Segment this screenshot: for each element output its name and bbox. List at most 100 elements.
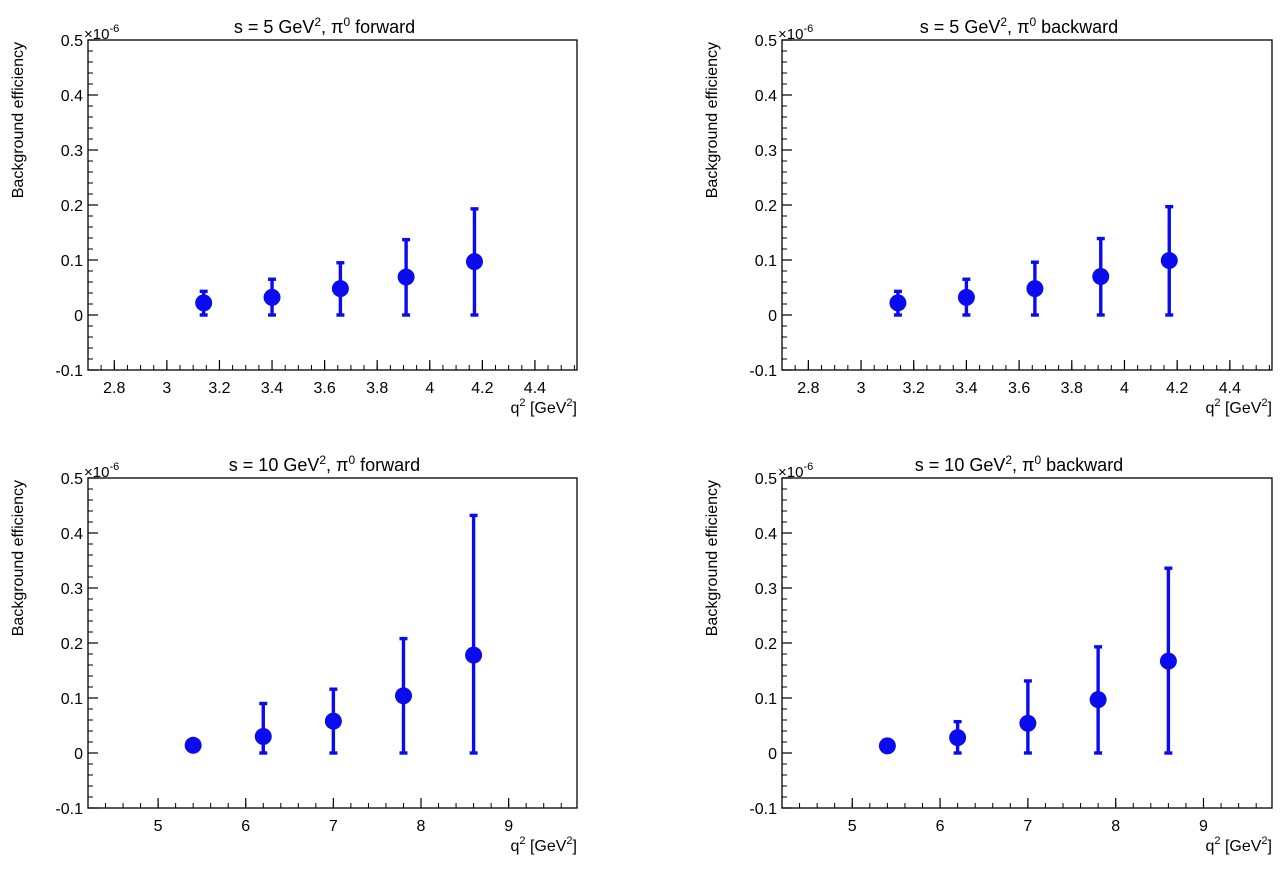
x-tick-label: 3.4 <box>955 380 977 397</box>
chart-panel-2: 2.8 3 3.2 3.4 3.6 3.8 4 4.2 4.4 -0.1 0 0.1 0.2 0.3 0.4… <box>704 15 1273 417</box>
x-tick-label: 4 <box>1120 380 1129 397</box>
x-axis-label: q2 [GeV2] <box>510 397 577 417</box>
x-tick-label: 3.8 <box>366 380 388 397</box>
x-tick-label: 3.2 <box>903 380 925 397</box>
data-point <box>184 736 202 754</box>
data-point <box>949 719 967 755</box>
y-tick-label: 0.3 <box>755 581 777 598</box>
y-tick-label: 0.5 <box>61 471 83 488</box>
data-marker <box>195 294 213 312</box>
data-point <box>394 636 412 755</box>
data-point <box>331 261 349 317</box>
y-tick-label: 0.3 <box>61 581 83 598</box>
x-tick-label: 3.4 <box>261 380 283 397</box>
x-tick-label: 3 <box>857 380 866 397</box>
y-tick-label: 0.2 <box>61 636 83 653</box>
y-tick-label: 0.4 <box>755 526 777 543</box>
y-tick-label: 0.1 <box>61 691 83 708</box>
x-tick-label: 3.6 <box>313 380 335 397</box>
x-tick-label: 3.2 <box>208 380 230 397</box>
data-point <box>397 237 415 317</box>
y-axis-label: Background efficiency <box>704 42 721 198</box>
chart-panel-4: 5 6 7 8 9 -0.1 0 0.1 0.2 0.3 0.4 0.5 ×10-6 s = 10 GeV… <box>704 453 1273 855</box>
y-tick-label: 0.4 <box>755 88 777 105</box>
x-tick-label: 4.2 <box>1166 380 1188 397</box>
chart-title: s = 5 GeV2, π0 forward <box>234 15 415 37</box>
y-tick-label: 0.2 <box>755 198 777 215</box>
x-tick-label: 4.2 <box>471 380 493 397</box>
chart-panel-1: 2.8 3 3.2 3.4 3.6 3.8 4 4.2 4.4 -0.1 0 0.1 0.2 0.3 0.4… <box>10 15 578 417</box>
y-tick-label: 0.3 <box>755 143 777 160</box>
x-tick-label: 4.4 <box>1219 380 1241 397</box>
x-axis-label: q2 [GeV2] <box>510 835 577 855</box>
data-marker <box>1159 652 1177 670</box>
y-tick-label: 0.1 <box>755 253 777 270</box>
y-tick-label: -0.1 <box>749 801 777 818</box>
data-point <box>1159 566 1177 755</box>
data-point <box>465 207 483 317</box>
data-marker <box>184 736 202 754</box>
y-tick-label: 0.5 <box>755 33 777 50</box>
data-marker <box>465 253 483 271</box>
data-marker <box>394 687 412 705</box>
y-tick-label: 0.2 <box>755 636 777 653</box>
data-point <box>889 289 907 317</box>
y-tick-label: 0.4 <box>61 526 83 543</box>
chart-title: s = 5 GeV2, π0 backward <box>920 15 1118 37</box>
x-tick-label: 5 <box>848 818 857 835</box>
y-tick-label: 0 <box>768 308 777 325</box>
y-tick-label: 0.1 <box>755 691 777 708</box>
x-tick-label: 9 <box>504 818 513 835</box>
data-point <box>1160 204 1178 317</box>
y-tick-label: 0.4 <box>61 88 83 105</box>
data-point <box>465 513 483 755</box>
y-tick-label: -0.1 <box>55 363 83 380</box>
data-point <box>878 737 896 755</box>
y-axis-label: Background efficiency <box>10 480 27 636</box>
x-tick-label: 5 <box>154 818 163 835</box>
x-tick-label: 7 <box>1023 818 1032 835</box>
plot-frame <box>87 39 578 371</box>
data-point <box>1089 645 1107 755</box>
data-marker <box>1019 714 1037 732</box>
x-tick-label: 3.6 <box>1008 380 1030 397</box>
data-point <box>1026 260 1044 317</box>
y-tick-label: 0.2 <box>61 198 83 215</box>
data-point <box>1092 236 1110 317</box>
plot-frame <box>781 477 1273 809</box>
data-marker <box>1089 691 1107 709</box>
x-tick-label: 4.4 <box>524 380 546 397</box>
x-tick-label: 3 <box>162 380 171 397</box>
chart-panel-3: 5 6 7 8 9 -0.1 0 0.1 0.2 0.3 0.4 0.5 ×10-6 s = 10 GeV… <box>10 453 578 855</box>
data-point <box>195 289 213 317</box>
x-tick-label: 3.8 <box>1061 380 1083 397</box>
x-tick-label: 8 <box>417 818 426 835</box>
data-marker <box>1092 268 1110 285</box>
y-tick-label: 0.5 <box>755 471 777 488</box>
data-marker <box>949 729 967 747</box>
data-point <box>957 277 975 317</box>
data-marker <box>957 288 975 306</box>
data-marker <box>324 712 342 730</box>
y-axis-label: Background efficiency <box>10 42 27 198</box>
plot-frame <box>87 477 578 809</box>
y-tick-label: 0 <box>768 746 777 763</box>
x-tick-label: 4 <box>425 380 434 397</box>
data-point <box>324 687 342 755</box>
data-marker <box>889 294 907 312</box>
data-marker <box>465 646 483 664</box>
x-axis-label: q2 [GeV2] <box>1205 835 1272 855</box>
x-tick-label: 7 <box>329 818 338 835</box>
y-tick-label: 0.1 <box>61 253 83 270</box>
y-tick-label: -0.1 <box>55 801 83 818</box>
x-axis-label: q2 [GeV2] <box>1205 397 1272 417</box>
data-point <box>1019 679 1037 755</box>
data-marker <box>878 737 896 755</box>
chart-title: s = 10 GeV2, π0 backward <box>915 453 1123 475</box>
y-tick-label: 0.3 <box>61 143 83 160</box>
chart-title: s = 10 GeV2, π0 forward <box>229 453 420 475</box>
y-tick-label: 0.5 <box>61 33 83 50</box>
y-scale-exponent: ×10-6 <box>778 461 813 481</box>
y-scale-exponent: ×10-6 <box>84 23 119 43</box>
